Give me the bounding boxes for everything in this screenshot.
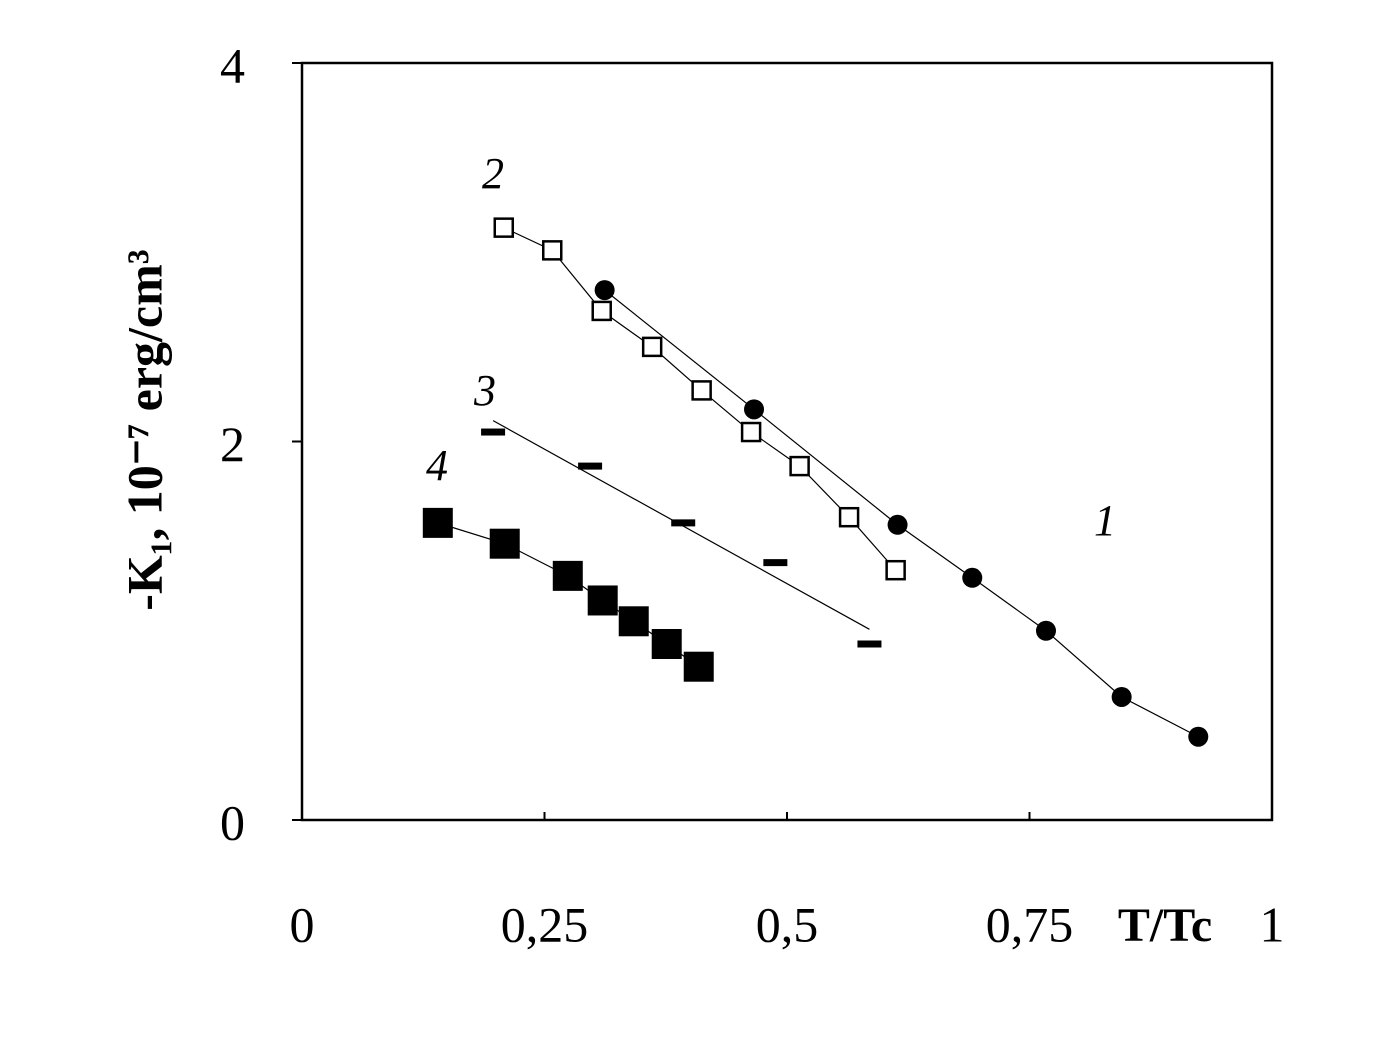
point — [1188, 726, 1209, 747]
point — [962, 567, 983, 588]
point — [744, 399, 765, 420]
point — [691, 380, 712, 401]
y-axis-label: -K₁, 10⁻⁷ erg/cm³ — [116, 249, 172, 611]
point — [542, 240, 563, 261]
y-tick-label: 2 — [220, 416, 245, 472]
x-tick-label: 0,5 — [756, 896, 819, 952]
point — [481, 428, 506, 436]
point — [789, 455, 810, 477]
x-axis-label: T/Tc — [1118, 899, 1212, 952]
series-label: 4 — [426, 441, 448, 490]
point — [683, 651, 714, 682]
point — [1035, 620, 1056, 641]
point — [740, 421, 762, 443]
x-tick-label: 0,75 — [986, 896, 1074, 952]
point — [578, 462, 603, 470]
point — [857, 640, 882, 648]
series-label: 1 — [1094, 496, 1116, 545]
point — [493, 217, 515, 238]
point — [671, 519, 696, 527]
point — [618, 606, 649, 637]
x-tick-label: 0,25 — [501, 896, 589, 952]
point — [489, 528, 520, 559]
point — [651, 628, 682, 659]
point — [587, 585, 618, 616]
series-label: 3 — [473, 366, 496, 415]
point — [838, 506, 860, 528]
point — [552, 560, 583, 591]
point — [594, 280, 615, 301]
point — [422, 507, 453, 538]
point — [591, 300, 612, 322]
x-tick-label: 1 — [1260, 896, 1285, 952]
point — [763, 559, 788, 567]
point — [887, 514, 908, 535]
series-label: 2 — [482, 149, 504, 198]
x-tick-label: 0 — [290, 896, 315, 952]
point — [1111, 686, 1132, 707]
y-tick-label: 0 — [220, 794, 245, 850]
point — [885, 559, 906, 581]
y-tick-label: 4 — [220, 37, 245, 93]
point — [641, 336, 663, 358]
